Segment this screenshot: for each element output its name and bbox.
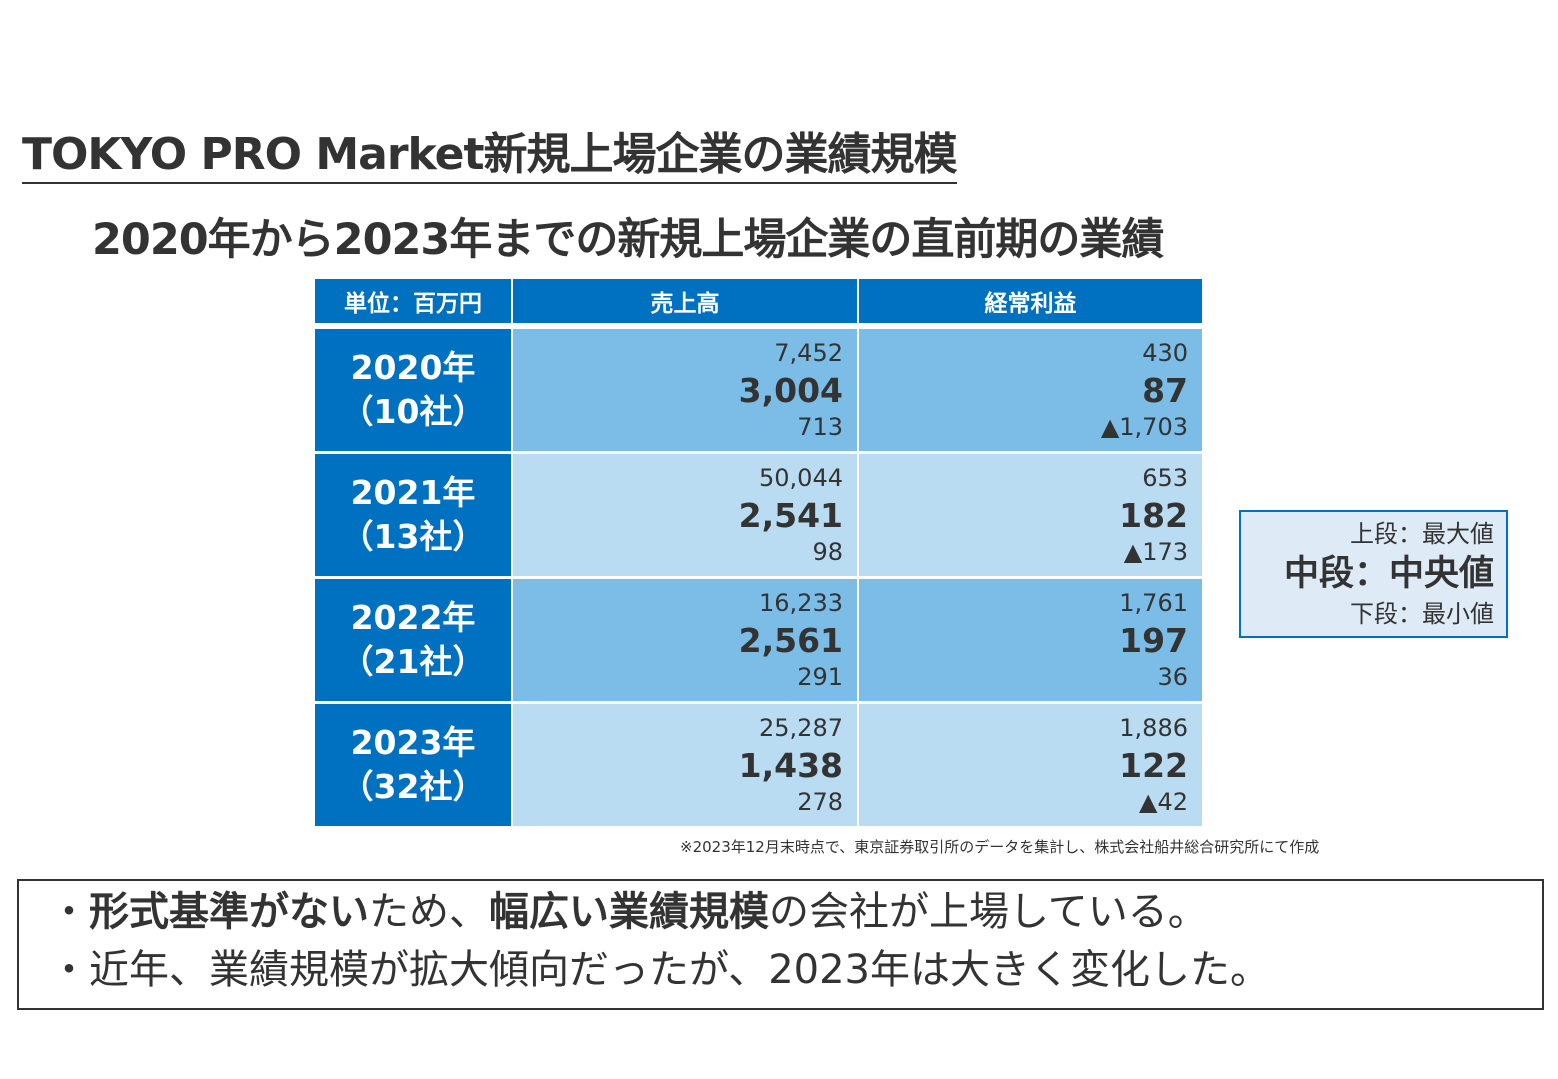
year-label: 2022年 <box>350 598 476 637</box>
profit-cell: 1,886 122 ▲42 <box>859 704 1202 826</box>
sales-min: 713 <box>797 412 843 441</box>
header-unit: 単位：百万円 <box>315 279 511 323</box>
sales-min: 98 <box>812 537 843 566</box>
table-row-year: 2020年 （10社） <box>315 329 511 451</box>
sales-median: 3,004 <box>738 370 843 410</box>
sales-min: 278 <box>797 787 843 816</box>
sales-cell: 16,233 2,561 291 <box>513 579 857 701</box>
profit-min: ▲1,703 <box>1100 412 1188 441</box>
profit-min: ▲173 <box>1123 537 1188 566</box>
year-label: 2021年 <box>350 473 476 512</box>
company-count: （32社） <box>340 767 486 806</box>
legend-box: 上段：最大値 中段：中央値 下段：最小値 <box>1239 510 1508 638</box>
profit-median: 197 <box>1119 620 1188 660</box>
legend-middle: 中段：中央値 <box>1283 554 1494 594</box>
sales-max: 25,287 <box>759 713 843 742</box>
company-count: （13社） <box>340 517 486 556</box>
sales-max: 16,233 <box>759 588 843 617</box>
profit-max: 430 <box>1142 338 1188 367</box>
bullet-text: の会社が上場している。 <box>769 889 1208 935</box>
company-count: （21社） <box>340 642 486 681</box>
profit-median: 122 <box>1119 745 1188 785</box>
profit-min: ▲42 <box>1139 787 1188 816</box>
bullet-text: 幅広い業績規模 <box>489 889 769 935</box>
summary-box: ・形式基準がないため、幅広い業績規模の会社が上場している。・近年、業績規模が拡大… <box>17 879 1544 1010</box>
bullet-item: ・形式基準がないため、幅広い業績規模の会社が上場している。 <box>49 883 1542 941</box>
legend-bottom: 下段：最小値 <box>1350 600 1494 628</box>
sales-median: 1,438 <box>738 745 843 785</box>
table-row-year: 2023年 （32社） <box>315 704 511 826</box>
sales-cell: 7,452 3,004 713 <box>513 329 857 451</box>
profit-max: 1,886 <box>1119 713 1188 742</box>
year-label: 2023年 <box>350 723 476 762</box>
sales-median: 2,541 <box>738 495 843 535</box>
sales-max: 7,452 <box>774 338 843 367</box>
sales-cell: 50,044 2,541 98 <box>513 454 857 576</box>
sales-min: 291 <box>797 662 843 691</box>
company-count: （10社） <box>340 392 486 431</box>
header-sales: 売上高 <box>513 279 857 323</box>
sales-median: 2,561 <box>738 620 843 660</box>
bullet-text: 形式基準がない <box>89 889 369 935</box>
profit-median: 182 <box>1119 495 1188 535</box>
profit-cell: 653 182 ▲173 <box>859 454 1202 576</box>
profit-max: 1,761 <box>1119 588 1188 617</box>
profit-median: 87 <box>1142 370 1188 410</box>
legend-top: 上段：最大値 <box>1350 520 1494 548</box>
sales-max: 50,044 <box>759 463 843 492</box>
profit-min: 36 <box>1157 662 1188 691</box>
page-title: TOKYO PRO Market新規上場企業の業績規模 <box>22 128 958 184</box>
bullet-text: ・近年、業績規模が拡大傾向だったが、2023年は大きく変化した。 <box>49 947 1270 993</box>
table-row-year: 2022年 （21社） <box>315 579 511 701</box>
sales-cell: 25,287 1,438 278 <box>513 704 857 826</box>
bullet-text: ため、 <box>369 889 489 935</box>
profit-max: 653 <box>1142 463 1188 492</box>
profit-cell: 430 87 ▲1,703 <box>859 329 1202 451</box>
table-row-year: 2021年 （13社） <box>315 454 511 576</box>
source-note: ※2023年12月末時点で、東京証券取引所のデータを集計し、株式会社船井総合研究… <box>680 838 1320 856</box>
header-profit: 経常利益 <box>859 279 1202 323</box>
bullet-item: ・近年、業績規模が拡大傾向だったが、2023年は大きく変化した。 <box>49 941 1542 999</box>
page-subtitle: 2020年から2023年までの新規上場企業の直前期の業績 <box>92 215 1164 265</box>
bullet-text: ・ <box>49 889 89 935</box>
profit-cell: 1,761 197 36 <box>859 579 1202 701</box>
year-label: 2020年 <box>350 348 476 387</box>
